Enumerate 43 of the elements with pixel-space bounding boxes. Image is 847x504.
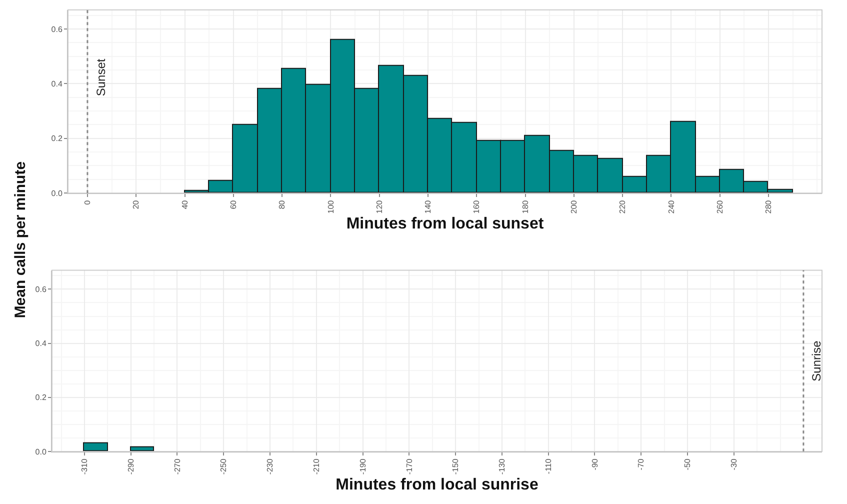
x-tick-label: -130 [498, 458, 507, 475]
x-tick-label: 260 [715, 200, 724, 214]
x-tick-label: -50 [683, 458, 692, 470]
x-tick-label: -290 [126, 458, 136, 475]
ref-line-label: Sunset [94, 58, 108, 96]
y-tick-label: 0.0 [51, 188, 63, 198]
y-tick-label: 0.6 [35, 285, 47, 294]
x-tick-label: -250 [219, 458, 228, 475]
x-tick-label: -270 [172, 458, 182, 475]
x-axis-title: Minutes from local sunrise [336, 476, 538, 494]
x-tick-label: -110 [544, 458, 553, 474]
x-tick-label: -170 [404, 458, 414, 475]
y-tick-label: 0.2 [35, 393, 47, 402]
y-tick-label: 0.6 [51, 24, 63, 34]
x-tick-label: -150 [451, 458, 460, 475]
ref-line-label: Sunrise [810, 340, 824, 382]
y-tick-label: 0.0 [35, 447, 47, 456]
x-tick-label: -210 [312, 458, 321, 475]
x-tick-label: -70 [636, 458, 646, 470]
x-tick-label: 240 [666, 200, 676, 214]
x-tick-label: 200 [570, 200, 579, 214]
y-tick-label: 0.4 [35, 339, 47, 348]
x-tick-label: -310 [80, 458, 90, 475]
x-tick-label: 120 [374, 200, 384, 214]
x-tick-label: 220 [618, 200, 628, 214]
x-tick-label: 100 [326, 200, 336, 214]
y-tick-label: 0.4 [51, 80, 63, 89]
x-tick-label: 80 [278, 200, 287, 210]
x-tick-label: -230 [266, 458, 275, 475]
x-tick-label: 60 [228, 200, 238, 210]
x-tick-label: 20 [132, 200, 141, 210]
y-tick-label: 0.2 [51, 134, 63, 144]
x-tick-label: -190 [358, 458, 368, 475]
x-tick-label: -90 [590, 458, 600, 470]
x-tick-label: 280 [764, 200, 774, 214]
x-tick-label: -30 [729, 458, 738, 470]
x-tick-label: 160 [472, 200, 482, 214]
x-tick-label: 180 [520, 200, 530, 214]
x-tick-label: 0 [83, 200, 92, 205]
x-tick-label: 140 [424, 200, 433, 214]
y-axis-title: Mean calls per minute [12, 161, 30, 318]
x-tick-label: 40 [180, 200, 190, 210]
x-axis-title: Minutes from local sunset [346, 215, 544, 232]
